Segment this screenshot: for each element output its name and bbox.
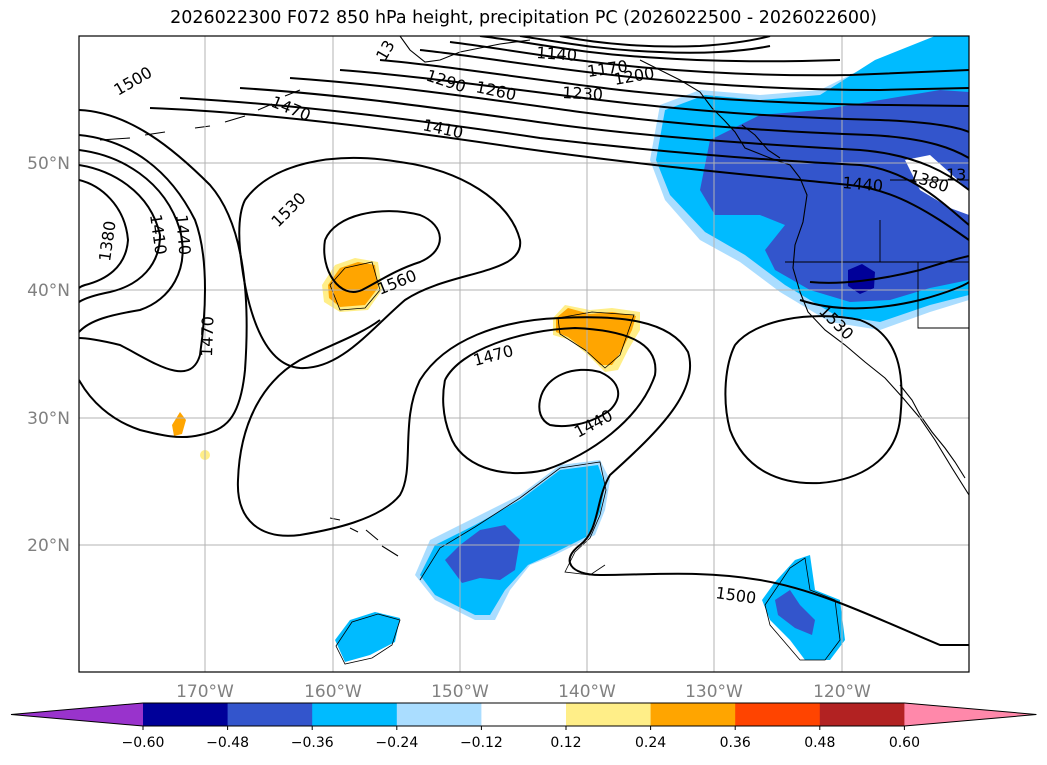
contour-n-1350 (289, 77, 969, 159)
contour-label: 1440 (842, 173, 884, 195)
hawaii-islands (329, 517, 399, 557)
colorbar-tick-label: 0.12 (550, 735, 581, 751)
lat-label: 20°N (27, 536, 70, 556)
contour-label: 1230 (562, 83, 604, 104)
contour-label: 1260 (474, 77, 518, 104)
colorbar-swatch (396, 703, 482, 726)
coastline-alaska (399, 36, 531, 63)
contour-n-1410 (179, 97, 969, 226)
colorbar-arrow-high (904, 703, 1037, 726)
precip-blue-southeast (775, 590, 815, 635)
lat-label: 50°N (27, 154, 70, 174)
colorbar-tick-label: 0.36 (720, 735, 751, 751)
colorbar-tick-label: −0.48 (206, 735, 249, 751)
contour-n-1290 (379, 59, 969, 107)
colorbar-tick-label: 0.48 (804, 735, 835, 751)
contour-west-1440 (79, 149, 184, 333)
latitude-labels: 50°N 40°N 30°N 20°N (27, 154, 70, 556)
precip-cyan-south (335, 612, 400, 662)
contour-label: 1530 (267, 189, 309, 231)
contour-n-1440 (149, 107, 969, 241)
contour-n-1320 (339, 69, 969, 133)
contour-label: 1440 (172, 214, 194, 256)
contour-west-1500 (79, 109, 248, 439)
contour-ridge-1560 (323, 210, 441, 293)
lon-label: 160°W (304, 682, 362, 702)
precip-navy-core (848, 264, 875, 294)
lon-label: 170°W (176, 682, 234, 702)
contour-label: 1470 (471, 341, 515, 370)
colorbar-tick-label: −0.24 (375, 735, 418, 751)
contour-label: 1140 (536, 43, 578, 65)
colorbar-swatch (735, 703, 821, 726)
contour-west-1410 (79, 164, 162, 303)
contour-n-1380 (239, 87, 969, 191)
longitude-labels: 170°W 160°W 150°W 140°W 130°W 120°W (176, 682, 871, 702)
contour-east-1530 (724, 315, 903, 485)
contour-label: 1380 (95, 220, 119, 263)
vancouver-island (741, 124, 781, 159)
contour-n-1200 (479, 36, 841, 63)
contour-label: 13 (372, 37, 399, 64)
contour-east-1470 (809, 255, 969, 284)
contour-central-1470 (442, 326, 657, 475)
map-area: 1500 1470 1410 1380 1410 1440 1470 1530 … (79, 36, 969, 672)
precip-orange-b (556, 308, 636, 365)
contour-label: 13 (946, 165, 966, 184)
map-title: 2026022300 F072 850 hPa height, precipit… (170, 8, 877, 28)
colorbar-tick-label: −0.60 (122, 735, 165, 751)
colorbar-ticks: −0.60 −0.48 −0.36 −0.24 −0.12 0.12 0.24 0.36 0.4… (122, 726, 920, 751)
colorbar-swatch (566, 703, 652, 726)
contour-n-1230 (449, 41, 969, 77)
colorbar-swatch (143, 703, 229, 726)
precip-cyan-southeast (762, 555, 845, 660)
colorbar-tick-label: −0.36 (291, 735, 334, 751)
colorbar-tick-label: 0.24 (635, 735, 666, 751)
contour-central-1440 (538, 368, 620, 428)
colorbar-swatch (312, 703, 398, 726)
aleutian-islands (99, 89, 301, 141)
colorbar-tick-label: −0.12 (460, 735, 503, 751)
lon-label: 120°W (813, 682, 871, 702)
contour-south-1500 (236, 316, 969, 646)
lat-label: 40°N (27, 281, 70, 301)
lon-label: 130°W (685, 682, 743, 702)
contour-label: 1500 (111, 63, 156, 100)
contour-n-1140 (559, 36, 771, 48)
colorbar-swatch (650, 703, 736, 726)
contour-label: 1410 (146, 213, 170, 256)
contour-label: 1470 (269, 92, 314, 125)
colorbar-arrow-low (11, 703, 143, 726)
lat-label: 30°N (27, 409, 70, 429)
lon-label: 140°W (558, 682, 616, 702)
contour-west-1470 (79, 134, 206, 373)
coastline-baja (899, 384, 966, 479)
precip-white-gap (905, 155, 969, 215)
colorbar-swatch (481, 703, 567, 726)
contour-ridge-1530 (238, 156, 522, 370)
colorbar (10, 702, 1037, 727)
contour-east-1500 (799, 281, 969, 310)
lon-label: 150°W (431, 682, 489, 702)
contour-label: 1410 (421, 115, 465, 142)
map-frame (78, 35, 970, 673)
contour-label: 1470 (197, 316, 217, 357)
precip-shading (172, 36, 969, 662)
contour-n-1170 (519, 36, 771, 54)
contour-n-1260 (419, 49, 969, 92)
precip-orange-c (172, 412, 186, 436)
colorbar-tick-label: 0.60 (889, 735, 920, 751)
precip-blue-ne (700, 90, 969, 302)
precip-blue-central (445, 525, 520, 583)
state-borders (785, 179, 969, 329)
contour-label: 1500 (714, 583, 757, 607)
colorbar-swatch (819, 703, 905, 726)
contour-west-1380 (79, 179, 130, 289)
colorbar-swatch (227, 703, 313, 726)
height-contours (79, 36, 969, 646)
